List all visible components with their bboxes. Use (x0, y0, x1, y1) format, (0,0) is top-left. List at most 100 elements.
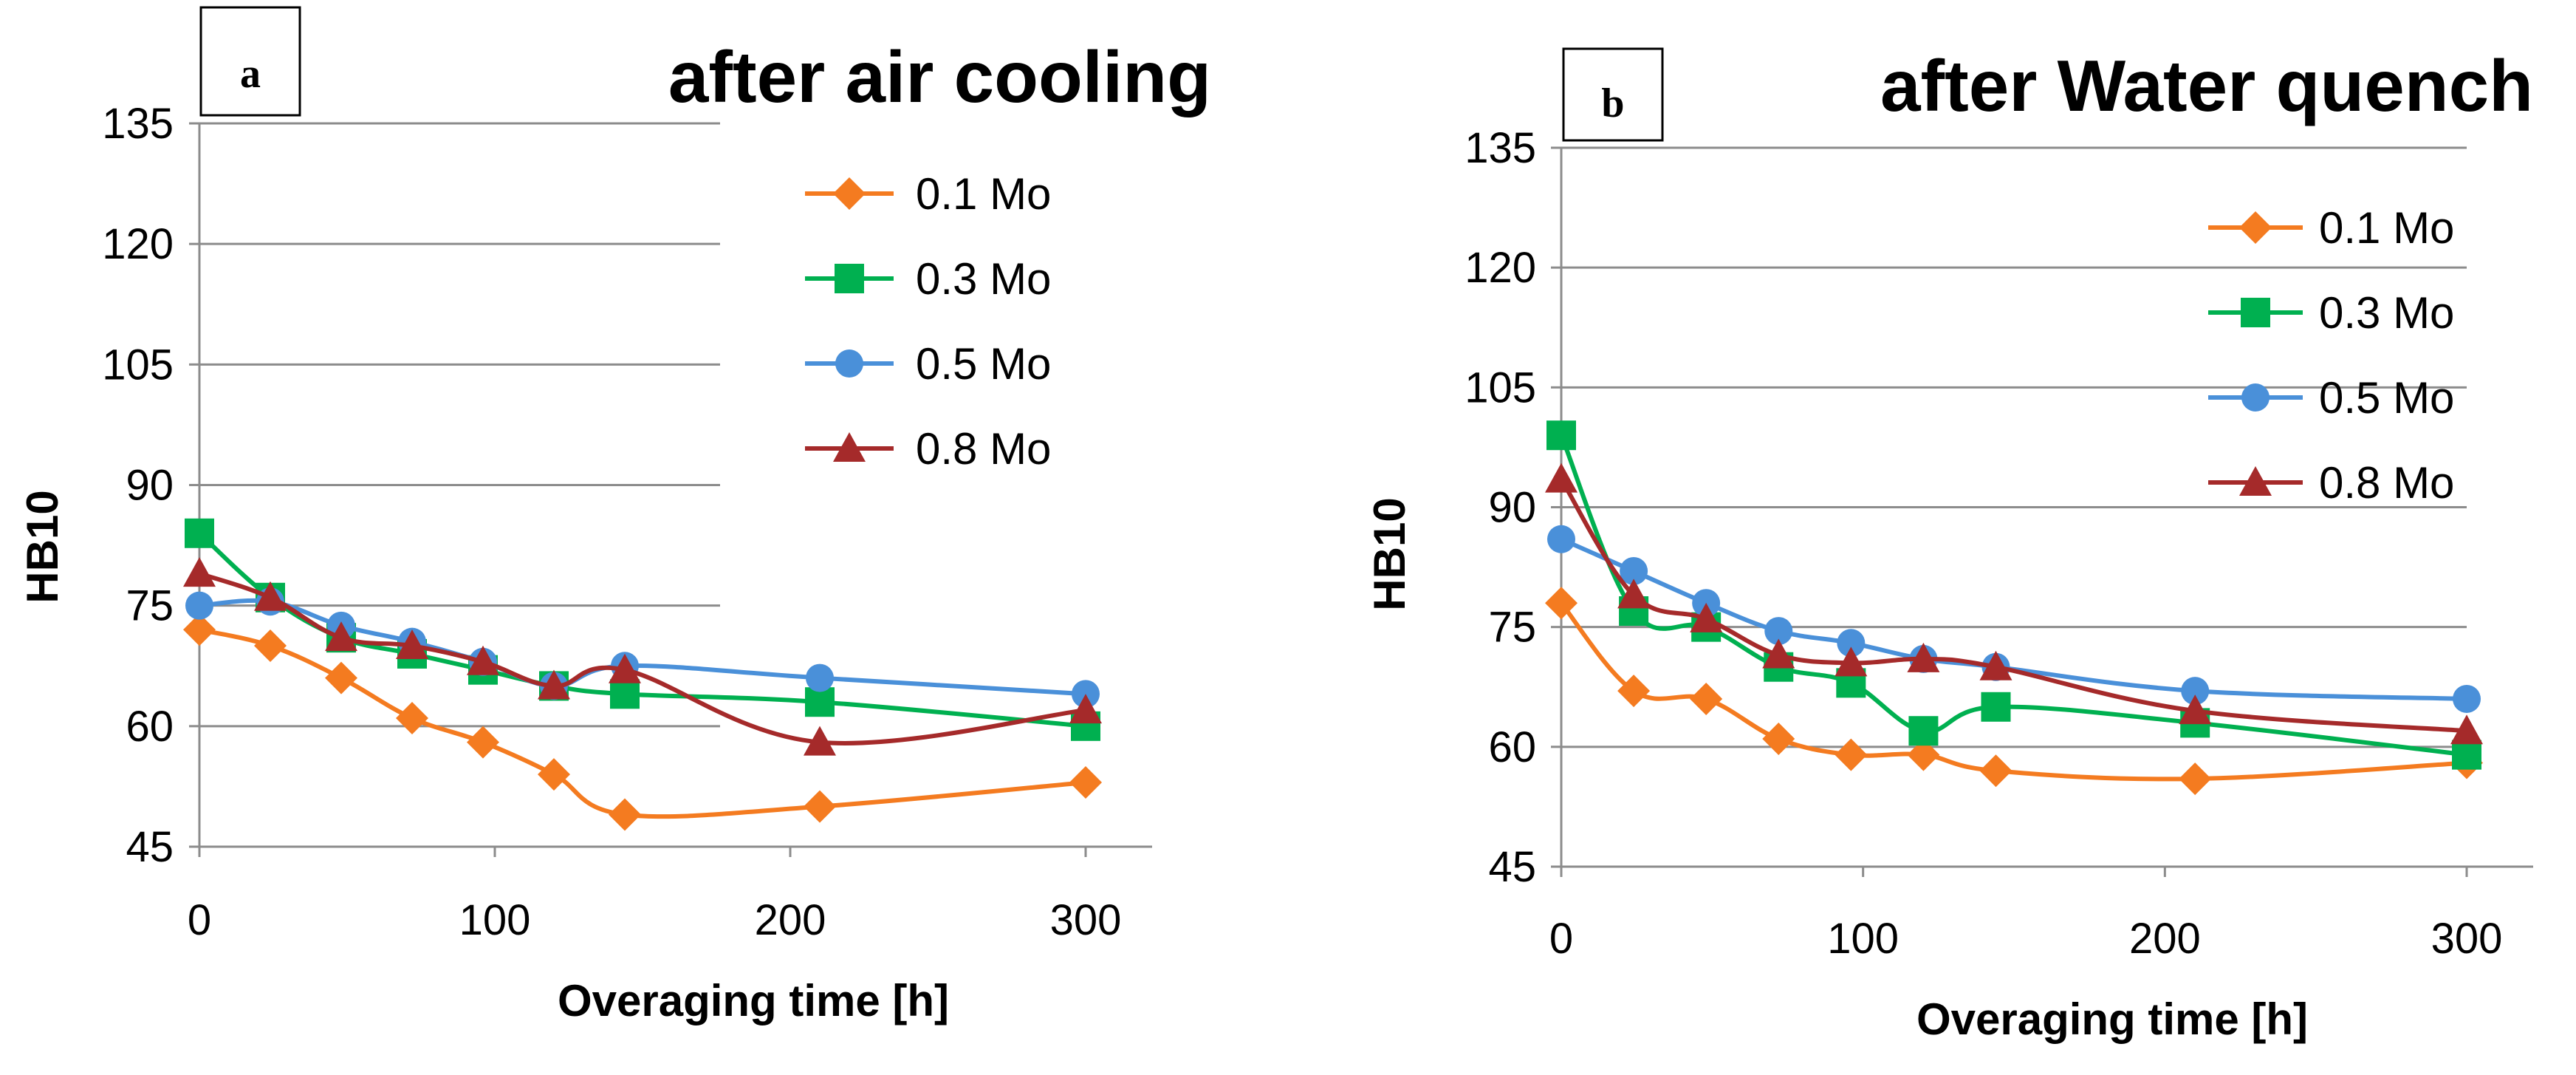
panel-b-data-point-0_8-mo (1907, 642, 1940, 672)
panel-a-label-box (199, 6, 301, 117)
panel-b-x-axis-title: Overaging time [h] (1916, 994, 2308, 1044)
panel-b-y-axis-title: HB10 (1365, 497, 1414, 610)
panel-a-data-point-0_8-mo (325, 621, 357, 652)
panel-a-series (183, 518, 1102, 831)
panel-b-y-tick-label: 120 (1465, 244, 1536, 292)
panel-b-data-point-0_5-mo (1837, 629, 1866, 658)
panel-a-x-tick-label: 0 (188, 896, 211, 944)
panel-b-series-line-0_8-mo (1559, 478, 2467, 734)
panel-b-title: after Water quench (1880, 45, 2533, 126)
panel-a-x-ticks: 0 100 200 300 (188, 896, 1122, 944)
panel-a-legend: 0.1 Mo 0.3 Mo 0.5 Mo 0.8 Mo (805, 169, 1051, 474)
panel-b-data-point-0_3-mo (1546, 420, 1576, 451)
panel-b-data-point-0_5-mo (2181, 677, 2210, 706)
panel-b-data-point-0_3-mo (1908, 716, 1939, 746)
panel-a-legend-marker-0_8-mo (833, 432, 866, 462)
panel-b-data-point-0_1-mo (1545, 587, 1578, 620)
panel-a: a after air cooling Overaging time [h] H… (18, 6, 1211, 1025)
panel-a-data-point-0_5-mo (185, 591, 213, 620)
panel-a-data-point-0_8-mo (538, 669, 570, 700)
panel-a-x-tick-label: 200 (755, 896, 826, 944)
panel-b-series-line-0_5-mo (1560, 536, 2467, 701)
panel-b-y-tick-label: 60 (1488, 723, 1536, 771)
panel-a-legend-label-0_8-mo: 0.8 Mo (916, 424, 1051, 474)
panel-b-legend: 0.1 Mo 0.3 Mo 0.5 Mo 0.8 Mo (2208, 203, 2454, 508)
panel-b-data-point-0_1-mo (1762, 723, 1795, 756)
panel-a-data-point-0_8-mo (254, 581, 287, 611)
panel-b-series (1545, 420, 2483, 796)
panel-a-data-point-0_1-mo (804, 790, 836, 823)
panel-a-data-point-0_1-mo (609, 798, 641, 831)
panel-b-data-point-0_3-mo (1981, 692, 2011, 722)
panel-b-y-tick-label: 75 (1488, 604, 1536, 652)
panel-b-x-tick-label: 100 (1827, 915, 1899, 963)
panel-b-legend-marker-0_5-mo (2241, 383, 2270, 412)
panel-b-data-point-0_5-mo (1547, 525, 1575, 553)
panel-b-legend-marker-0_1-mo (2239, 211, 2272, 244)
panel-b: b after Water quench Overaging time [h] … (1365, 45, 2533, 1044)
panel-a-data-point-0_1-mo (183, 613, 216, 646)
panel-b-legend-marker-0_8-mo (2239, 466, 2272, 496)
panel-b-data-point-0_1-mo (1907, 738, 1940, 771)
panel-a-data-point-0_1-mo (1069, 765, 1102, 799)
panel-a-data-point-0_3-mo (805, 687, 835, 717)
panel-b-data-point-0_5-mo (1620, 556, 1648, 585)
panel-a-legend-marker-0_5-mo (835, 349, 863, 378)
panel-a-y-axis-title: HB10 (18, 490, 67, 603)
panel-a-data-point-0_1-mo (325, 661, 357, 695)
panel-b-data-point-0_8-mo (2179, 695, 2212, 725)
panel-a-x-tick-label: 100 (459, 896, 531, 944)
panel-a-data-point-0_8-mo (183, 557, 216, 587)
panel-b-label: b (1601, 81, 1624, 126)
panel-a-data-point-0_5-mo (806, 663, 834, 692)
panel-b-legend-marker-0_3-mo (2241, 298, 2270, 327)
panel-a-legend-marker-0_1-mo (833, 177, 866, 210)
panel-a-series-line-0_1-mo (199, 627, 1086, 819)
panel-a-data-point-0_8-mo (396, 629, 428, 660)
panel-a-legend-label-0_3-mo: 0.3 Mo (916, 254, 1051, 304)
panel-a-axes (189, 122, 1152, 857)
panel-a-y-tick-label: 60 (126, 703, 174, 751)
panel-a-legend-label-0_5-mo: 0.5 Mo (916, 339, 1051, 389)
panel-a-data-point-0_1-mo (396, 701, 428, 734)
panel-a-label: a (240, 51, 261, 97)
panel-b-y-tick-label: 105 (1465, 364, 1536, 412)
panel-a-title: after air cooling (668, 36, 1211, 117)
panel-b-data-point-0_8-mo (1835, 646, 1868, 677)
panel-a-y-tick-label: 75 (126, 582, 174, 630)
panel-b-data-point-0_1-mo (2179, 762, 2212, 796)
panel-a-y-tick-label: 90 (126, 462, 174, 510)
panel-b-y-tick-label: 45 (1488, 843, 1536, 891)
panel-b-label-box (1562, 47, 1664, 142)
panel-a-gridlines (199, 122, 720, 728)
panel-b-x-tick-label: 200 (2129, 915, 2201, 963)
panel-b-data-point-0_8-mo (1979, 650, 2012, 680)
panel-b-legend-label-0_1-mo: 0.1 Mo (2319, 203, 2454, 253)
panel-a-data-point-0_1-mo (538, 758, 570, 791)
panel-b-y-tick-label: 90 (1488, 484, 1536, 532)
panel-a-data-point-0_3-mo (185, 518, 214, 548)
panel-a-x-axis-title: Overaging time [h] (558, 976, 949, 1025)
panel-b-x-tick-label: 300 (2431, 915, 2503, 963)
panel-a-data-point-0_3-mo (610, 679, 640, 709)
panel-b-axes (1551, 146, 2533, 877)
panel-a-y-tick-label: 45 (126, 823, 174, 871)
panel-b-x-ticks: 0 100 200 300 (1549, 915, 2503, 963)
panel-b-data-point-0_1-mo (1617, 675, 1651, 708)
panel-a-data-point-0_8-mo (804, 726, 836, 756)
panel-b-legend-label-0_8-mo: 0.8 Mo (2319, 458, 2454, 508)
panel-b-y-ticks: 45 60 75 90 105 120 135 (1465, 124, 1536, 891)
panel-b-data-point-0_3-mo (2452, 740, 2481, 770)
panel-b-legend-label-0_5-mo: 0.5 Mo (2319, 373, 2454, 423)
panel-a-legend-label-0_1-mo: 0.1 Mo (916, 169, 1051, 219)
panel-a-legend-marker-0_3-mo (835, 264, 864, 293)
panel-a-data-point-0_8-mo (467, 645, 499, 675)
panel-a-y-ticks: 45 60 75 90 105 120 135 (102, 100, 174, 871)
panel-b-data-point-0_8-mo (1545, 463, 1578, 493)
panel-b-x-tick-label: 0 (1549, 915, 1573, 963)
panel-b-data-point-0_8-mo (1617, 579, 1651, 609)
panel-b-data-point-0_1-mo (1835, 738, 1868, 771)
panel-b-data-point-0_5-mo (1764, 617, 1793, 646)
panel-b-data-point-0_5-mo (2453, 684, 2481, 713)
